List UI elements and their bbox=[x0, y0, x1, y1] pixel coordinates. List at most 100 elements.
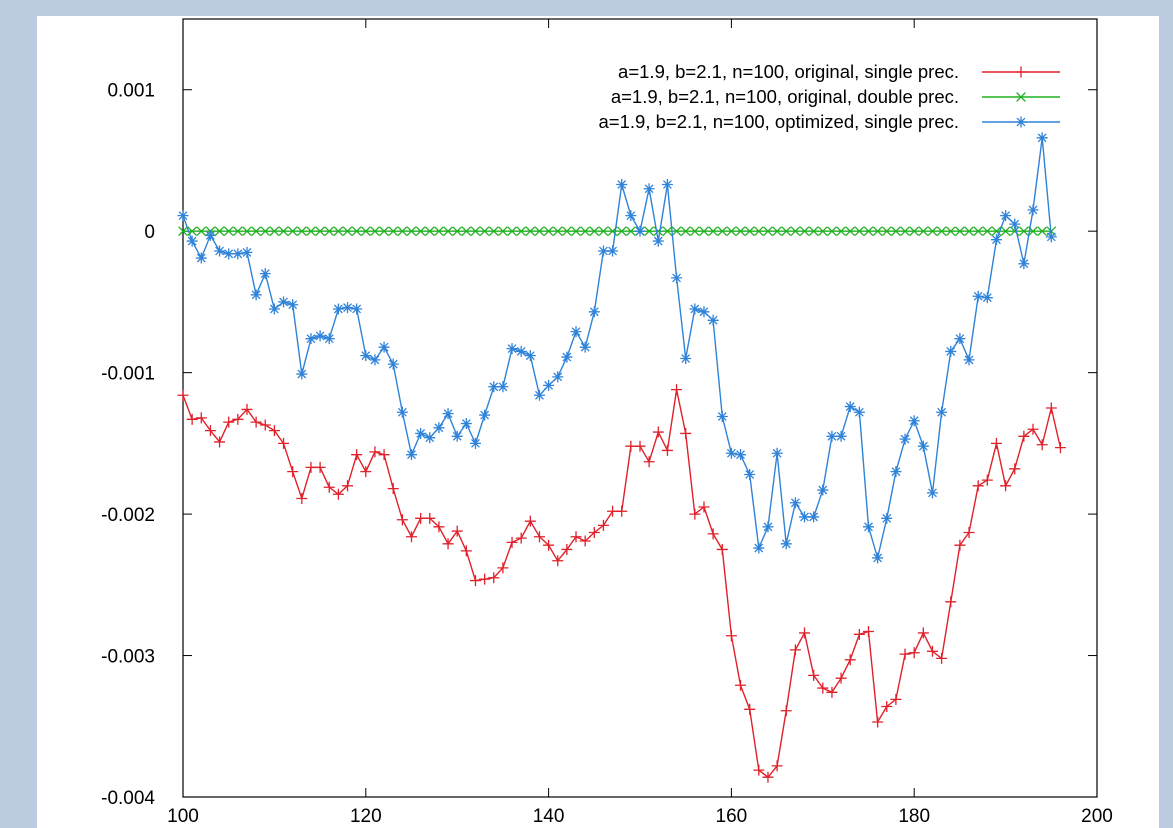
data-point bbox=[424, 512, 436, 524]
data-point bbox=[789, 497, 801, 509]
legend-marker bbox=[1015, 116, 1027, 128]
data-point bbox=[552, 371, 564, 383]
data-point bbox=[680, 226, 691, 237]
data-point bbox=[1009, 463, 1021, 475]
data-point bbox=[314, 330, 326, 342]
y-tick-label: 0.001 bbox=[107, 81, 155, 102]
data-point bbox=[616, 179, 628, 191]
data-point bbox=[406, 226, 417, 237]
data-point bbox=[516, 226, 527, 237]
data-point bbox=[744, 226, 755, 237]
data-point bbox=[881, 700, 893, 712]
data-point bbox=[689, 226, 700, 237]
data-point bbox=[945, 596, 957, 608]
data-point bbox=[223, 226, 234, 237]
series-3 bbox=[177, 132, 1057, 564]
data-point bbox=[397, 226, 408, 237]
series-3-line bbox=[182, 137, 1052, 561]
data-point bbox=[196, 226, 207, 237]
data-point bbox=[698, 306, 710, 318]
data-point bbox=[242, 226, 252, 237]
data-point bbox=[597, 245, 609, 257]
data-point bbox=[342, 480, 354, 492]
data-point bbox=[652, 426, 664, 438]
data-point bbox=[305, 333, 317, 345]
data-point bbox=[387, 358, 399, 370]
x-tick-label: 200 bbox=[1081, 806, 1113, 827]
data-point bbox=[424, 432, 436, 444]
data-point bbox=[854, 226, 865, 237]
data-point bbox=[524, 350, 536, 362]
legend-marker bbox=[1016, 92, 1026, 102]
data-point bbox=[369, 354, 381, 366]
data-point bbox=[817, 484, 829, 496]
data-point bbox=[306, 226, 316, 237]
data-point bbox=[626, 226, 636, 237]
data-point bbox=[698, 501, 710, 513]
data-point bbox=[571, 226, 581, 237]
data-point bbox=[799, 226, 810, 237]
data-point bbox=[588, 306, 600, 318]
data-point bbox=[342, 226, 353, 237]
data-point bbox=[460, 418, 472, 430]
data-point bbox=[497, 562, 509, 574]
data-point bbox=[259, 268, 271, 280]
data-point bbox=[388, 226, 399, 237]
data-point bbox=[845, 226, 856, 237]
data-point bbox=[543, 539, 555, 551]
data-point bbox=[433, 422, 445, 434]
data-point bbox=[799, 511, 811, 523]
data-point bbox=[269, 226, 280, 237]
chart-frame: 100 120 140 160 180 200 0.001 0 -0.001 -0.002 -0.0… bbox=[37, 16, 1159, 828]
data-point bbox=[442, 408, 454, 420]
data-point bbox=[561, 351, 573, 363]
data-point bbox=[954, 333, 966, 345]
data-point bbox=[808, 669, 820, 681]
data-point bbox=[781, 226, 792, 237]
data-point bbox=[826, 686, 838, 698]
x-tick-label: 100 bbox=[167, 806, 199, 827]
data-point bbox=[799, 627, 811, 639]
data-point bbox=[552, 555, 564, 567]
data-point bbox=[533, 531, 545, 543]
data-point bbox=[652, 235, 664, 247]
data-point bbox=[1000, 226, 1011, 237]
data-point bbox=[232, 226, 243, 237]
data-point bbox=[287, 226, 298, 237]
data-point bbox=[387, 483, 399, 495]
data-point bbox=[296, 493, 308, 505]
data-point bbox=[634, 225, 646, 237]
data-point bbox=[1037, 226, 1048, 237]
data-point bbox=[836, 226, 846, 237]
data-point bbox=[479, 226, 490, 237]
data-point bbox=[735, 226, 746, 237]
x-tick-label: 160 bbox=[716, 806, 748, 827]
data-point bbox=[232, 248, 244, 260]
data-point bbox=[580, 226, 591, 237]
plot-border bbox=[182, 18, 1098, 798]
data-point bbox=[680, 427, 692, 439]
y-tick-label: 0 bbox=[144, 222, 155, 243]
data-point bbox=[917, 440, 929, 452]
data-point bbox=[616, 226, 627, 237]
data-point bbox=[1027, 423, 1039, 435]
x-tick-label: 120 bbox=[350, 806, 382, 827]
data-point bbox=[268, 303, 280, 315]
data-point bbox=[726, 226, 737, 237]
y-tick-label: -0.003 bbox=[101, 647, 155, 668]
data-point bbox=[278, 437, 290, 449]
data-point bbox=[789, 644, 801, 656]
data-point bbox=[479, 573, 491, 585]
data-point bbox=[753, 226, 764, 237]
data-point bbox=[351, 449, 363, 461]
legend-entry-label: a=1.9, b=2.1, n=100, optimized, single p… bbox=[599, 111, 959, 132]
data-point bbox=[424, 226, 435, 237]
data-point bbox=[991, 226, 1002, 237]
data-point bbox=[835, 430, 847, 442]
data-point bbox=[908, 647, 920, 659]
data-point bbox=[963, 354, 975, 366]
data-point bbox=[315, 226, 325, 237]
data-point bbox=[780, 705, 792, 717]
data-point bbox=[204, 229, 216, 241]
data-point bbox=[936, 406, 948, 418]
